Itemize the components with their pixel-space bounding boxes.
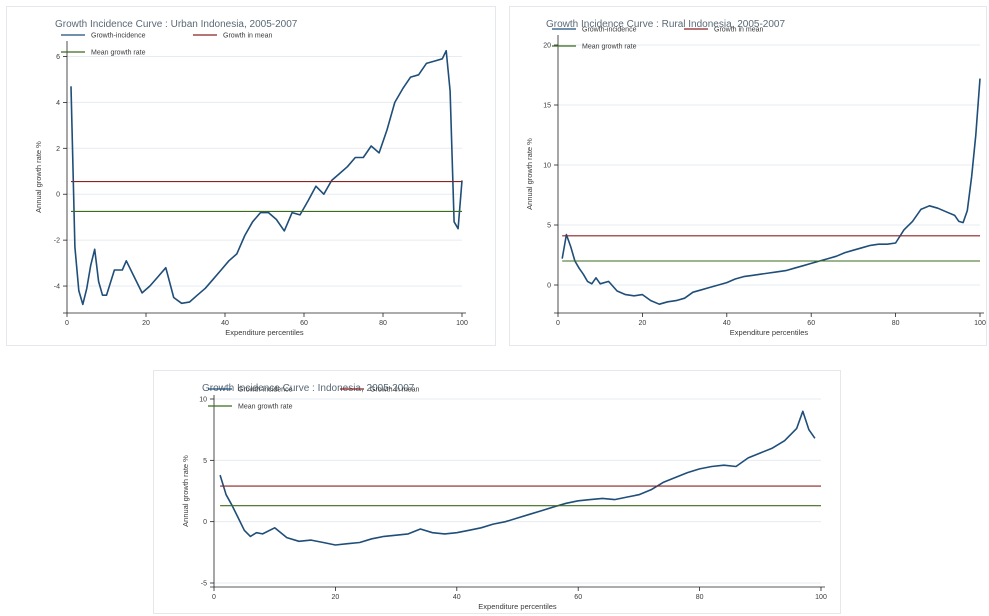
y-axis-label: Annual growth rate % [525,138,534,210]
y-tick-label: 0 [547,283,551,290]
x-tick-label: 40 [221,320,229,327]
chart-national: Growth Incidence Curve : Indonesia, 2005… [181,383,827,611]
y-tick-label: 2 [56,146,60,153]
x-tick-label: 80 [696,594,704,601]
x-tick-label: 40 [723,320,731,327]
series-line-1 [70,49,463,306]
chart-title: Growth Incidence Curve : Indonesia, 2005… [202,383,415,394]
x-tick-label: 100 [456,320,468,327]
x-tick-label: 60 [300,320,308,327]
legend-label: Growth in mean [714,27,764,34]
chart-panel-rural: Growth Incidence Curve : Rural Indonesia… [509,6,987,346]
legend-label: Growth-incidence [582,27,637,34]
x-axis-label: Expenditure percentiles [225,328,304,337]
grid-lines [558,44,980,286]
x-tick-label: 20 [142,320,150,327]
legend-label: Growth in mean [223,33,273,40]
x-tick-label: 0 [212,594,216,601]
chart-rural: Growth Incidence Curve : Rural Indonesia… [525,19,986,337]
chart-panel-national: Growth Incidence Curve : Indonesia, 2005… [153,370,841,614]
x-tick-label: 100 [974,320,986,327]
chart-title: Growth Incidence Curve : Urban Indonesia… [55,19,298,30]
x-tick-label: 20 [332,594,340,601]
y-tick-label: 20 [543,43,551,50]
y-tick-label: 10 [199,397,207,404]
chart-title: Growth Incidence Curve : Rural Indonesia… [546,19,785,30]
y-tick-label: 15 [543,103,551,110]
x-tick-label: 80 [379,320,387,327]
y-tick-label: 5 [203,458,207,465]
x-tick-label: 60 [807,320,815,327]
series-line-1 [561,78,981,305]
chart-urban: Growth Incidence Curve : Urban Indonesia… [34,19,468,337]
x-tick-label: 100 [815,594,827,601]
legend-label: Mean growth rate [91,50,146,57]
x-tick-label: 0 [556,320,560,327]
x-tick-label: 80 [892,320,900,327]
grid-lines [67,55,462,287]
series-line-1 [219,410,816,546]
legend-label: Growth-incidence [238,387,293,394]
x-tick-label: 60 [574,594,582,601]
legend-label: Growth in mean [370,387,420,394]
legend-label: Growth-incidence [91,33,146,40]
y-tick-label: -5 [201,581,207,588]
x-tick-label: 20 [639,320,647,327]
y-axis-label: Annual growth rate % [181,455,190,527]
chart-panel-urban: Growth Incidence Curve : Urban Indonesia… [6,6,496,346]
y-tick-label: 4 [56,100,60,107]
grid-lines [214,398,821,584]
y-tick-label: 10 [543,163,551,170]
y-tick-label: 6 [56,54,60,61]
y-axis-label: Annual growth rate % [34,141,43,213]
y-tick-label: -2 [54,238,60,245]
y-tick-label: 0 [56,192,60,199]
legend-label: Mean growth rate [238,404,293,411]
x-tick-label: 40 [453,594,461,601]
x-tick-label: 0 [65,320,69,327]
x-axis-label: Expenditure percentiles [730,328,809,337]
legend-label: Mean growth rate [582,44,637,51]
y-tick-label: -4 [54,284,60,291]
y-tick-label: 5 [547,223,551,230]
y-tick-label: 0 [203,519,207,526]
x-axis-label: Expenditure percentiles [478,602,557,611]
